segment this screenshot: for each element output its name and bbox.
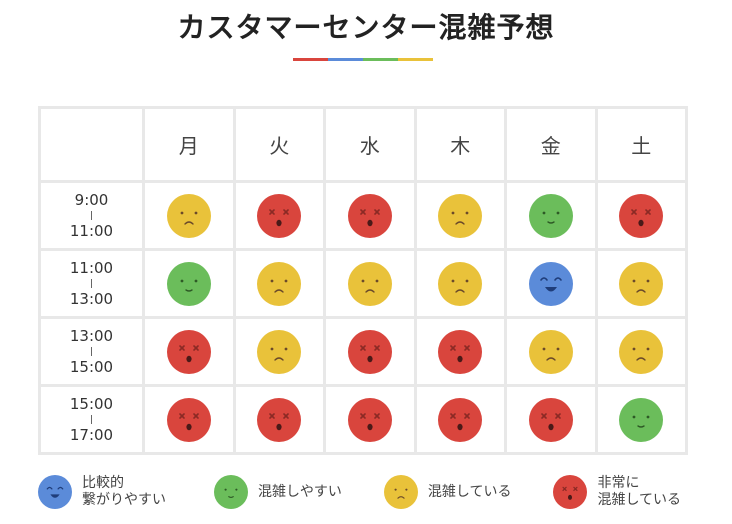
congestion-cell: [235, 387, 323, 452]
dizzy-face-icon: [438, 329, 483, 374]
legend-item: 比較的 繋がりやすい: [38, 475, 166, 509]
legend-item: 混雑している: [383, 475, 512, 509]
congestion-cell: [326, 387, 414, 452]
sad-face-icon: [528, 329, 573, 374]
sad-face-icon: [257, 261, 302, 306]
time-start: 13:00: [69, 327, 114, 345]
time-start: 15:00: [69, 395, 114, 413]
day-header: 土: [597, 109, 685, 180]
day-label: 水: [359, 134, 380, 158]
congestion-cell: [597, 387, 685, 452]
sad-face-icon: [619, 329, 664, 374]
congestion-cell: [597, 183, 685, 248]
dizzy-face-icon: [257, 193, 302, 238]
time-start: 11:00: [69, 259, 114, 277]
dizzy-face-icon: [257, 397, 302, 442]
sad-face-icon: [619, 261, 664, 306]
day-label: 火: [269, 134, 290, 158]
happy-face-icon: [38, 475, 72, 509]
dizzy-face-icon: [347, 329, 392, 374]
legend: 比較的 繋がりやすい 混雑しやすい 混雑している 非常に 混雑している: [38, 470, 698, 514]
dizzy-face-icon: [528, 397, 573, 442]
dizzy-face-icon: [347, 397, 392, 442]
dizzy-face-icon: [347, 193, 392, 238]
neutral-face-icon: [619, 397, 664, 442]
congestion-cell: [326, 183, 414, 248]
congestion-cell: [145, 183, 233, 248]
congestion-cell: [597, 319, 685, 384]
sad-face-icon: [438, 193, 483, 238]
congestion-cell: [145, 251, 233, 316]
page-title: カスタマーセンター混雑予想: [177, 11, 555, 44]
neutral-face-icon: [214, 475, 248, 509]
happy-face-icon: [528, 261, 573, 306]
time-slot: 13:00 15:00: [41, 319, 142, 384]
congestion-cell: [145, 387, 233, 452]
day-header: 月: [145, 109, 233, 180]
sad-face-icon: [347, 261, 392, 306]
time-start: 9:00: [74, 191, 109, 209]
corner-cell: [41, 109, 142, 180]
congestion-cell: [326, 251, 414, 316]
day-label: 金: [540, 134, 561, 158]
time-slot: 11:00 13:00: [41, 251, 142, 316]
time-end: 15:00: [69, 358, 114, 376]
day-label: 土: [631, 134, 652, 158]
congestion-cell: [145, 319, 233, 384]
congestion-cell: [507, 387, 595, 452]
time-end: 17:00: [69, 426, 114, 444]
sad-face-icon: [438, 261, 483, 306]
day-label: 月: [178, 134, 199, 158]
time-end: 11:00: [69, 222, 114, 240]
congestion-cell: [326, 319, 414, 384]
dizzy-face-icon: [619, 193, 664, 238]
congestion-cell: [507, 183, 595, 248]
congestion-cell: [416, 387, 504, 452]
congestion-cell: [416, 251, 504, 316]
congestion-cell: [416, 183, 504, 248]
time-slot: 9:00 11:00: [41, 183, 142, 248]
sad-face-icon: [383, 475, 418, 509]
dizzy-face-icon: [553, 475, 588, 509]
day-header: 金: [507, 109, 595, 180]
dizzy-face-icon: [166, 329, 211, 374]
dizzy-face-icon: [166, 397, 211, 442]
legend-item: 非常に 混雑している: [553, 475, 681, 509]
day-header: 火: [235, 109, 323, 180]
legend-label: 混雑している: [427, 483, 512, 500]
time-separator: [91, 415, 92, 424]
day-header: 木: [416, 109, 504, 180]
congestion-table: 月火水木金土 9:00 11:00 11:00 13:00 13:00 15:00 15:00…: [38, 106, 688, 455]
neutral-face-icon: [166, 261, 211, 306]
neutral-face-icon: [528, 193, 573, 238]
time-end: 13:00: [69, 290, 114, 308]
congestion-cell: [597, 251, 685, 316]
underline-segment-green: [363, 58, 398, 61]
legend-label: 混雑しやすい: [258, 483, 342, 500]
congestion-cell: [507, 319, 595, 384]
congestion-cell: [507, 251, 595, 316]
dizzy-face-icon: [438, 397, 483, 442]
congestion-cell: [235, 319, 323, 384]
legend-item: 混雑しやすい: [214, 475, 342, 509]
day-header: 水: [326, 109, 414, 180]
time-separator: [91, 347, 92, 356]
time-separator: [91, 279, 92, 288]
day-label: 木: [450, 134, 471, 158]
sad-face-icon: [166, 193, 211, 238]
congestion-cell: [235, 251, 323, 316]
congestion-cell: [235, 183, 323, 248]
underline-segment-red: [293, 58, 328, 61]
title-underline: [293, 58, 433, 61]
congestion-cell: [416, 319, 504, 384]
time-separator: [91, 211, 92, 220]
legend-label: 比較的 繋がりやすい: [82, 475, 166, 508]
legend-label: 非常に 混雑している: [597, 475, 682, 508]
sad-face-icon: [257, 329, 302, 374]
underline-segment-blue: [328, 58, 363, 61]
underline-segment-yellow: [398, 58, 433, 61]
time-slot: 15:00 17:00: [41, 387, 142, 452]
